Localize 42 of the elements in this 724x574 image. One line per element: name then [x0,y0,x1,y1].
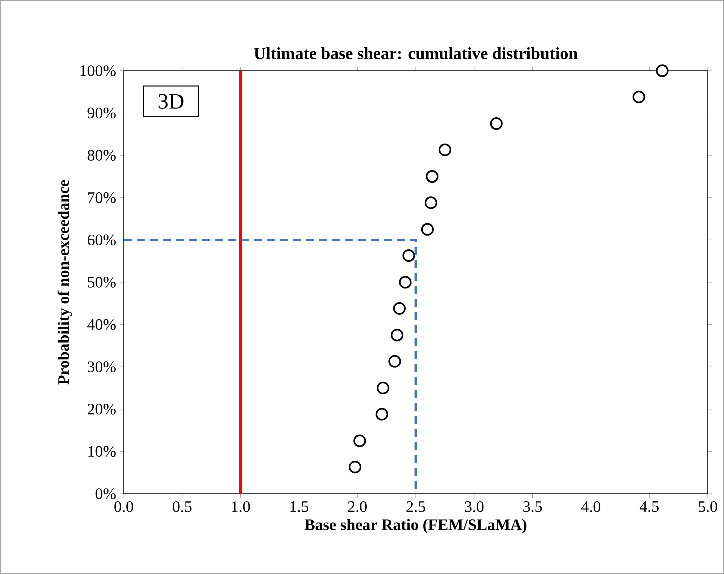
y-tick-label: 10% [88,446,116,458]
x-tick-label: 1.0 [232,502,250,512]
point [656,64,669,78]
point [376,408,388,421]
x-tick-label: 4.5 [640,502,659,512]
point [490,118,503,130]
y-tick-label: 60% [88,234,116,246]
y-tick-label: 30% [88,362,116,372]
x-tick-label: 0.0 [114,502,134,512]
y-tick-label: 40% [88,319,116,330]
point [632,90,646,104]
point [438,144,452,156]
x-tick-label: 3.0 [465,502,484,512]
x-axis-title: Base shear Ratio (FEM/SLaMA) [304,519,527,534]
x-tick-label: 0.5 [173,502,192,512]
y-tick-label: 0% [96,488,116,500]
x-tick-label: 4.0 [582,502,601,512]
point [377,382,390,395]
chart-title: Ultimate base shear: cumulative distribution [254,48,578,60]
point [421,223,434,236]
point [388,355,402,368]
y-axis-title: Probability of non-exceedance [58,180,72,385]
y-tick-label: 90% [88,108,116,119]
point [426,170,439,184]
x-tick-label: 3.5 [524,502,542,512]
y-tick-label: 80% [88,150,116,161]
x-tick-label: 1.5 [290,502,309,512]
point [402,250,416,262]
x-tick-label: 5.0 [698,502,718,512]
y-tick-label: 100% [80,66,116,76]
y-tick-label: 70% [88,192,116,204]
point [354,434,366,448]
y-tick-label: 50% [88,277,116,288]
annotation: 3D [158,94,184,110]
point [424,196,438,210]
y-tick-label: 20% [88,404,116,415]
point [399,276,412,289]
x-tick-label: 2.5 [406,502,426,512]
point [391,329,404,342]
x-tick-label: 2.0 [348,502,367,512]
point [393,302,406,316]
point [348,461,362,474]
